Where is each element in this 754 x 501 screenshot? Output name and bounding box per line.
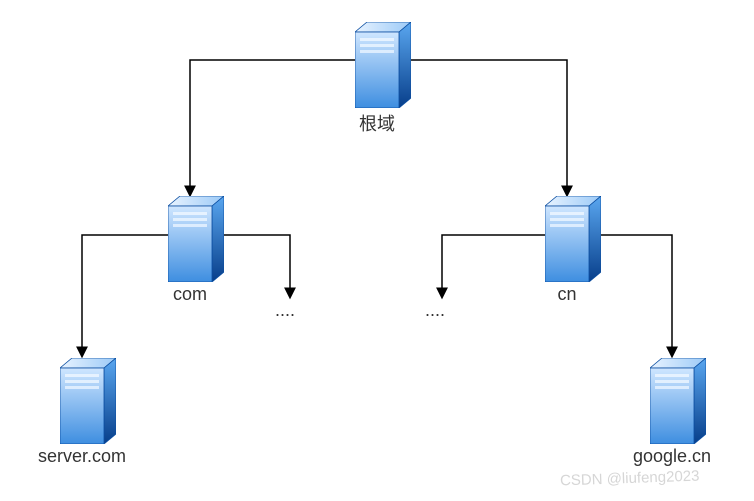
edge-0 <box>190 60 377 195</box>
label-com: com <box>173 284 207 305</box>
node-com <box>168 196 224 282</box>
label-root: 根域 <box>359 110 395 136</box>
node-cn <box>545 196 601 282</box>
label-cn: cn <box>557 284 576 305</box>
label-dots-cn: .... <box>425 300 445 321</box>
label-dots-com: .... <box>275 300 295 321</box>
label-google: google.cn <box>633 446 711 467</box>
node-root <box>355 22 411 108</box>
server-icon <box>60 358 116 444</box>
server-icon <box>355 22 411 108</box>
server-icon <box>168 196 224 282</box>
label-server: server.com <box>38 446 126 467</box>
server-icon <box>545 196 601 282</box>
node-server <box>60 358 116 444</box>
node-google <box>650 358 706 444</box>
server-icon <box>650 358 706 444</box>
